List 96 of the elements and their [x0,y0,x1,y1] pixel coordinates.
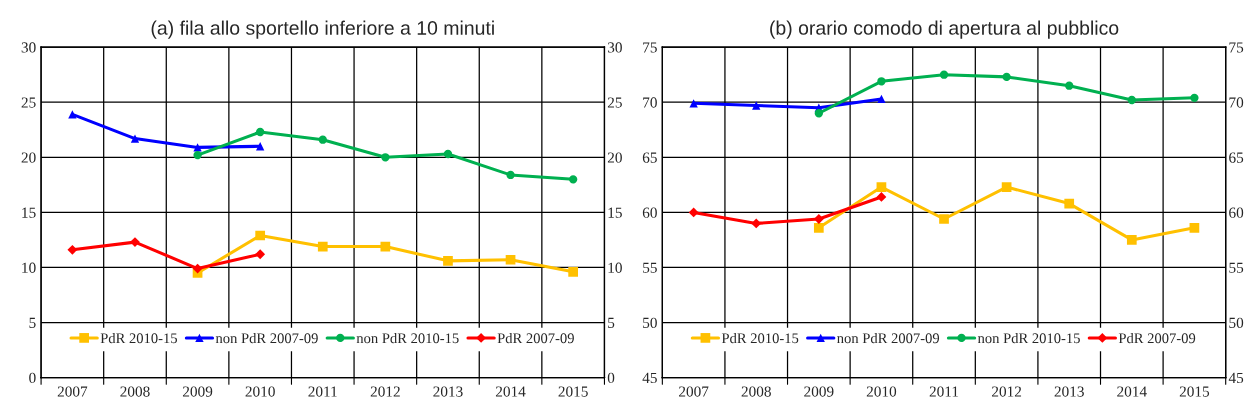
y-tick-label: 65 [642,152,657,163]
point [877,77,886,86]
point [1127,95,1136,105]
x-tick-label: 2015 [1179,386,1210,397]
legend-label: non PdR 2007-09 [837,332,940,344]
x-tick-label: 2007 [679,386,709,397]
y-tick-label: 50 [643,317,657,328]
x-tick-label: 2008 [120,386,150,397]
legend-label: PdR 2010-15 [100,332,177,344]
point [317,241,328,252]
y-tick-label: 55 [643,262,657,273]
y2-tick-label: 70 [1229,97,1244,108]
legend-label: PdR 2010-15 [721,332,799,344]
y2-tick-label: 25 [607,97,622,108]
point [1126,235,1137,245]
y2-tick-label: 15 [608,207,622,218]
point [688,207,699,218]
point [255,230,266,241]
point [876,192,887,202]
point [67,244,78,255]
x-tick-label: 2009 [804,386,834,397]
x-tick-label: 2010 [866,386,897,397]
point [1064,198,1075,209]
point [689,99,698,108]
point [1190,93,1199,102]
legend-label: PdR 2007-09 [1118,332,1196,344]
y2-tick-label: 30 [607,42,622,53]
x-tick-label: 2012 [992,386,1022,397]
point [876,182,887,192]
y2-tick-label: 55 [1229,262,1244,273]
point [193,143,202,152]
x-tick-label: 2015 [558,386,588,397]
y-tick-label: 10 [22,262,36,273]
y-tick-label: 75 [643,42,657,53]
y2-tick-label: 0 [607,372,615,384]
x-tick-label: 2011 [929,386,959,397]
chart-title: (a) fila allo sportello inferiore a 10 minuti [151,20,494,39]
y-tick-label: 5 [29,317,36,328]
point [568,175,578,184]
point [192,263,203,274]
point [877,94,886,104]
legend-label: PdR 2007-09 [497,332,574,344]
y2-tick-label: 75 [1229,42,1244,53]
y-tick-label: 45 [642,372,657,384]
point [381,153,390,162]
x-tick-label: 2011 [308,386,337,397]
point [443,149,453,159]
point [256,127,265,137]
y2-tick-label: 10 [608,262,622,273]
point [814,109,823,118]
point [130,134,140,143]
y-tick-label: 60 [642,207,657,218]
point [1065,81,1074,90]
y2-tick-label: 20 [607,152,622,163]
point [318,135,327,144]
x-tick-label: 2008 [741,386,771,397]
y2-tick-label: 45 [1228,372,1244,384]
legend-label: non PdR 2007-09 [215,332,318,344]
y2-tick-label: 65 [1229,152,1244,163]
y-tick-label: 20 [21,152,36,163]
legend-label: non PdR 2010-15 [977,332,1080,344]
y-tick-label: 25 [21,97,36,108]
y-tick-label: 30 [21,42,36,53]
x-tick-label: 2013 [1054,386,1084,397]
point [193,150,202,160]
point [506,170,515,180]
point [752,101,761,110]
point [443,255,453,266]
point [505,254,516,265]
y-tick-label: 70 [643,97,657,108]
point [255,249,266,260]
x-tick-label: 2013 [433,386,463,397]
y2-tick-label: 50 [1229,317,1244,328]
y-tick-label: 0 [29,372,36,384]
point [256,142,265,151]
chart-title: (b) orario comodo di apertura al pubblico [770,20,1119,39]
point [939,70,949,79]
point [1002,72,1011,82]
x-tick-label: 2007 [57,386,88,397]
point [751,218,762,229]
point [813,222,824,233]
point [939,214,949,224]
y2-tick-label: 60 [1229,207,1244,218]
legend-label: non PdR 2010-15 [356,332,459,344]
point [1189,222,1200,233]
x-tick-label: 2009 [182,386,213,397]
x-tick-label: 2010 [245,386,275,397]
x-tick-label: 2014 [1117,386,1147,397]
y2-tick-label: 5 [608,317,615,328]
point [130,237,140,248]
x-tick-label: 2012 [370,386,400,397]
x-tick-label: 2014 [495,386,526,397]
y-tick-label: 15 [22,207,36,218]
point [68,110,77,119]
point [568,267,579,277]
point [1001,182,1012,192]
